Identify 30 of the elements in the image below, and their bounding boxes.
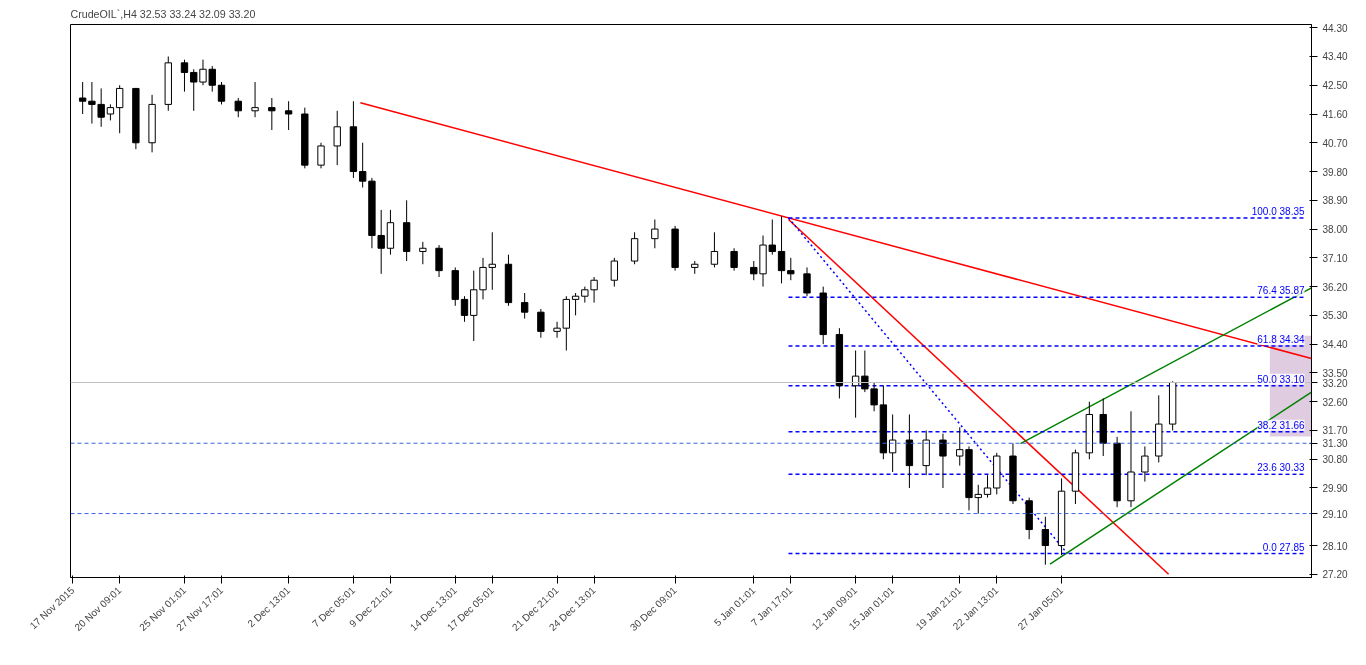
y-tick-label: 38.00	[1322, 224, 1348, 236]
annotation: 38.2 31.66	[1257, 419, 1305, 431]
annotation: 0.0 27.85	[1262, 541, 1305, 553]
y-tick-label: 36.20	[1322, 281, 1348, 293]
ref-line-label: 31.30	[1322, 438, 1348, 450]
annotation: 76.4 35.87	[1257, 285, 1305, 297]
y-tick-label: 29.90	[1322, 483, 1348, 494]
annotation: 100.0 38.35	[1251, 205, 1305, 217]
y-tick-label: 32.60	[1322, 396, 1348, 408]
ref-line-label: 33.20	[1322, 377, 1348, 389]
y-tick-label: 42.50	[1322, 80, 1348, 92]
y-tick-label: 34.40	[1322, 339, 1348, 351]
y-tick-label: 33.50	[1322, 367, 1348, 379]
annotation: 23.6 30.33	[1257, 462, 1305, 474]
y-tick-label: 39.80	[1322, 166, 1348, 178]
y-tick-label: 28.10	[1322, 540, 1348, 552]
y-tick-label: 35.30	[1322, 310, 1348, 322]
annotation: 50.0 33.10	[1257, 373, 1305, 385]
y-tick-label: 40.70	[1322, 137, 1348, 149]
y-tick-label: 37.10	[1322, 252, 1348, 264]
annotation: 61.8 34.34	[1257, 334, 1305, 346]
y-tick-label: 31.70	[1322, 425, 1348, 437]
ref-line-label: 29.10	[1322, 508, 1348, 520]
y-tick-label: 41.60	[1322, 109, 1348, 120]
y-tick-label: 38.90	[1322, 195, 1348, 207]
y-tick-label: 30.80	[1322, 454, 1348, 466]
chart-title: CrudeOIL`,H4 32.53 33.24 32.09 33.20	[70, 7, 256, 20]
y-tick-label: 27.20	[1322, 569, 1348, 581]
y-tick-label: 44.30	[1322, 22, 1348, 34]
y-tick-label: 43.40	[1322, 51, 1348, 63]
